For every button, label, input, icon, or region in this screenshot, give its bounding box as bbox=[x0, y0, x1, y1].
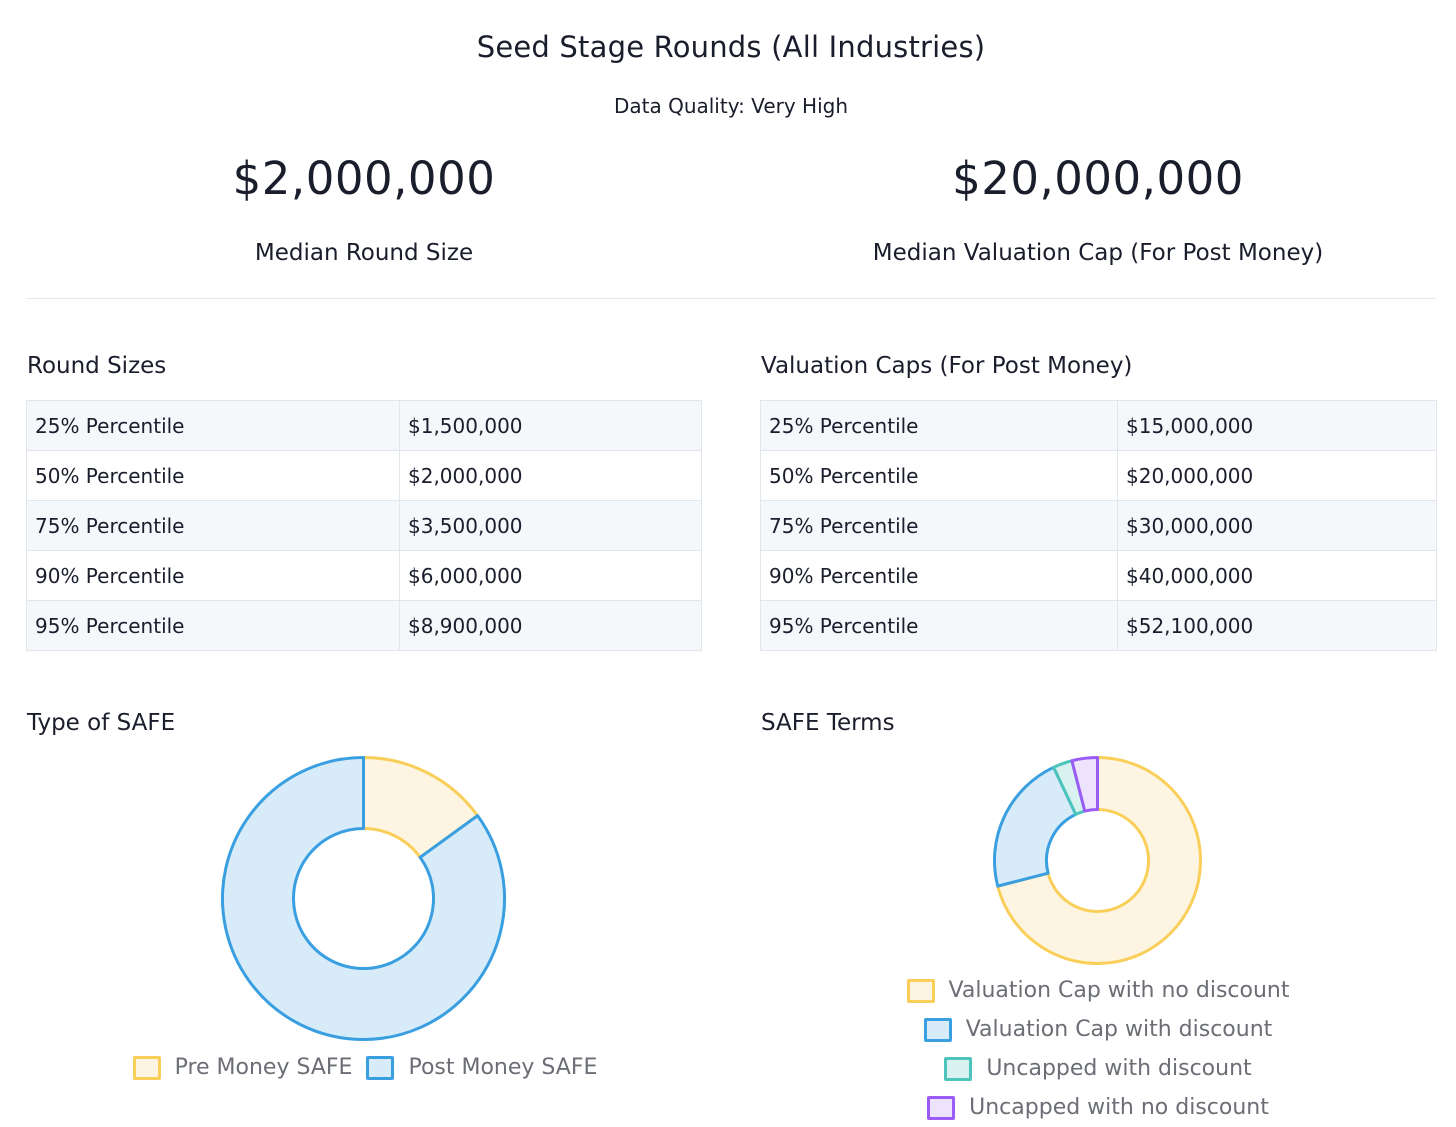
percentile-value: $8,900,000 bbox=[399, 600, 702, 651]
percentile-value: $6,000,000 bbox=[399, 550, 702, 601]
percentile-label: 25% Percentile bbox=[26, 400, 400, 451]
legend-label: Uncapped with no discount bbox=[969, 1095, 1269, 1120]
legend-swatch bbox=[132, 1055, 161, 1080]
safe-terms-title: SAFE Terms bbox=[761, 710, 895, 736]
safe-terms-donut-chart bbox=[993, 756, 1202, 965]
divider bbox=[26, 298, 1436, 299]
legend-item-valuation-cap-no-discount[interactable]: Valuation Cap with no discount bbox=[906, 971, 1290, 1010]
table-row: 95% Percentile $52,100,000 bbox=[760, 600, 1437, 651]
round-sizes-title: Round Sizes bbox=[27, 353, 167, 379]
legend-item-post-money-safe[interactable]: Post Money SAFE bbox=[366, 1048, 597, 1087]
legend-label: Uncapped with discount bbox=[986, 1056, 1252, 1081]
percentile-value: $52,100,000 bbox=[1117, 600, 1437, 651]
slice-valuation-cap-with-no-discount[interactable] bbox=[996, 756, 1202, 965]
legend-label: Valuation Cap with no discount bbox=[948, 978, 1290, 1003]
table-row: 50% Percentile $2,000,000 bbox=[26, 450, 702, 501]
percentile-label: 50% Percentile bbox=[760, 450, 1118, 501]
median-round-size-label: Median Round Size bbox=[254, 240, 474, 266]
table-row: 75% Percentile $30,000,000 bbox=[760, 500, 1437, 551]
safe-terms-legend: Valuation Cap with no discount Valuation… bbox=[760, 971, 1436, 1127]
percentile-value: $15,000,000 bbox=[1117, 400, 1437, 451]
percentile-label: 25% Percentile bbox=[760, 400, 1118, 451]
data-quality-label: Data Quality: Very High bbox=[613, 94, 849, 118]
percentile-label: 90% Percentile bbox=[26, 550, 400, 601]
percentile-value: $40,000,000 bbox=[1117, 550, 1437, 601]
percentile-label: 90% Percentile bbox=[760, 550, 1118, 601]
slice-post-money-safe[interactable] bbox=[221, 756, 506, 1041]
legend-label: Valuation Cap with discount bbox=[965, 1017, 1273, 1042]
legend-item-valuation-cap-with-discount[interactable]: Valuation Cap with discount bbox=[923, 1010, 1273, 1049]
legend-swatch bbox=[944, 1056, 973, 1081]
percentile-value: $2,000,000 bbox=[399, 450, 702, 501]
table-row: 95% Percentile $8,900,000 bbox=[26, 600, 702, 651]
slice-valuation-cap-with-discount[interactable] bbox=[993, 765, 1078, 888]
legend-label: Post Money SAFE bbox=[408, 1055, 598, 1080]
round-sizes-table: 25% Percentile $1,500,000 50% Percentile $… bbox=[26, 400, 702, 651]
table-row: 25% Percentile $15,000,000 bbox=[760, 400, 1437, 451]
percentile-label: 50% Percentile bbox=[26, 450, 400, 501]
table-row: 90% Percentile $6,000,000 bbox=[26, 550, 702, 601]
type-of-safe-title: Type of SAFE bbox=[27, 710, 176, 736]
percentile-label: 95% Percentile bbox=[760, 600, 1118, 651]
percentile-value: $1,500,000 bbox=[399, 400, 702, 451]
median-valuation-cap-label: Median Valuation Cap (For Post Money) bbox=[872, 240, 1324, 266]
valuation-caps-table: 25% Percentile $15,000,000 50% Percentile… bbox=[760, 400, 1437, 651]
percentile-label: 95% Percentile bbox=[26, 600, 400, 651]
valuation-caps-title: Valuation Caps (For Post Money) bbox=[761, 353, 1133, 379]
percentile-value: $20,000,000 bbox=[1117, 450, 1437, 501]
table-row: 90% Percentile $40,000,000 bbox=[760, 550, 1437, 601]
legend-item-uncapped-with-discount[interactable]: Uncapped with discount bbox=[944, 1049, 1252, 1088]
type-of-safe-legend: Pre Money SAFE Post Money SAFE bbox=[40, 1048, 690, 1087]
legend-swatch bbox=[366, 1055, 395, 1080]
table-row: 50% Percentile $20,000,000 bbox=[760, 450, 1437, 501]
median-round-size-value: $2,000,000 bbox=[232, 152, 496, 205]
page-title: Seed Stage Rounds (All Industries) bbox=[476, 30, 986, 64]
legend-swatch bbox=[927, 1095, 956, 1120]
legend-item-pre-money-safe[interactable]: Pre Money SAFE bbox=[132, 1048, 353, 1087]
legend-swatch bbox=[923, 1017, 952, 1042]
table-row: 25% Percentile $1,500,000 bbox=[26, 400, 702, 451]
table-row: 75% Percentile $3,500,000 bbox=[26, 500, 702, 551]
percentile-value: $3,500,000 bbox=[399, 500, 702, 551]
legend-item-uncapped-no-discount[interactable]: Uncapped with no discount bbox=[927, 1088, 1269, 1127]
percentile-value: $30,000,000 bbox=[1117, 500, 1437, 551]
slice-uncapped-with-no-discount[interactable] bbox=[1070, 756, 1099, 813]
legend-label: Pre Money SAFE bbox=[174, 1055, 353, 1080]
percentile-label: 75% Percentile bbox=[26, 500, 400, 551]
legend-swatch bbox=[906, 978, 935, 1003]
median-valuation-cap-value: $20,000,000 bbox=[952, 152, 1244, 205]
type-of-safe-donut-chart bbox=[221, 756, 506, 1041]
percentile-label: 75% Percentile bbox=[760, 500, 1118, 551]
